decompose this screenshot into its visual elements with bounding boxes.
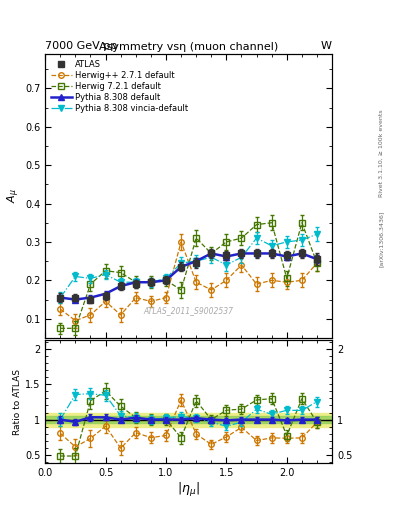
Legend: ATLAS, Herwig++ 2.7.1 default, Herwig 7.2.1 default, Pythia 8.308 default, Pythi: ATLAS, Herwig++ 2.7.1 default, Herwig 7.…	[50, 58, 190, 115]
Text: ATLAS_2011_S9002537: ATLAS_2011_S9002537	[143, 306, 234, 315]
Text: Rivet 3.1.10, ≥ 100k events: Rivet 3.1.10, ≥ 100k events	[379, 110, 384, 197]
Y-axis label: $A_\mu$: $A_\mu$	[6, 188, 22, 203]
Title: Asymmetry vsη (muon channel): Asymmetry vsη (muon channel)	[99, 41, 278, 52]
Bar	[45, 416, 332, 423]
X-axis label: $|\eta_\mu|$: $|\eta_\mu|$	[177, 481, 200, 499]
Text: 7000 GeV pp: 7000 GeV pp	[45, 41, 118, 51]
Y-axis label: Ratio to ATLAS: Ratio to ATLAS	[13, 369, 22, 435]
Text: W: W	[321, 41, 332, 51]
Bar	[45, 413, 332, 426]
Text: [arXiv:1306.3436]: [arXiv:1306.3436]	[379, 210, 384, 267]
